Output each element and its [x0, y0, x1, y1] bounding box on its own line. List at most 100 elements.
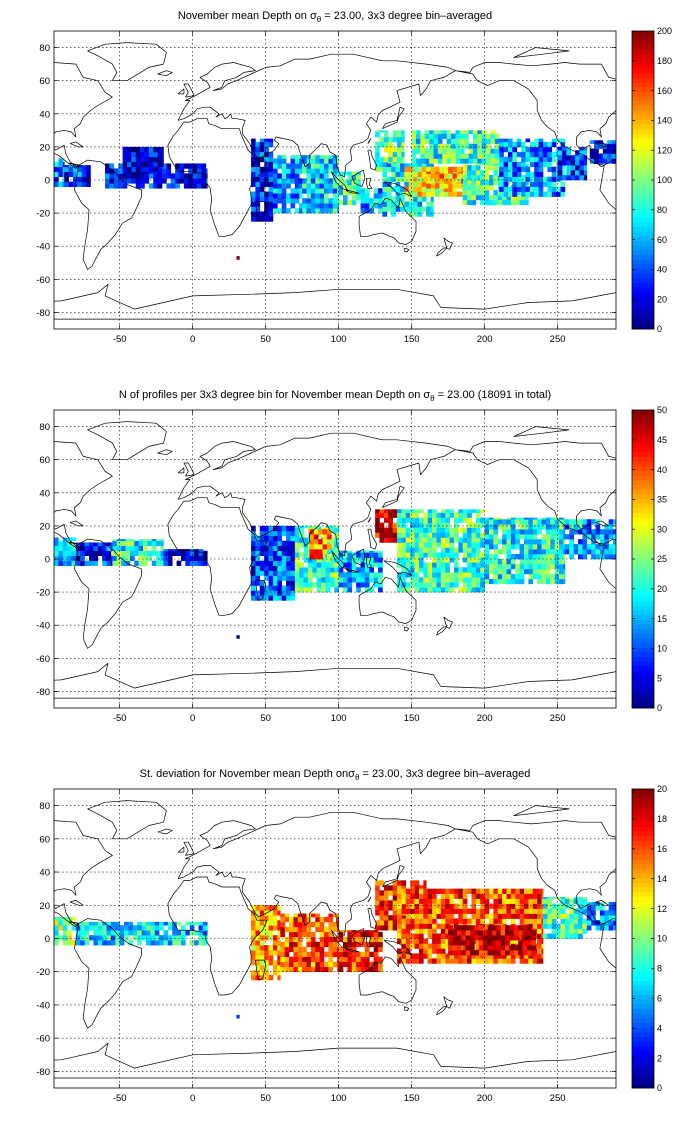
heatmap-cell: [318, 539, 323, 545]
heatmap-cell: [251, 555, 256, 561]
heatmap-region: [54, 537, 77, 566]
heatmap-cell: [268, 950, 274, 956]
heatmap-cell: [537, 568, 542, 575]
heatmap-cell: [93, 925, 99, 931]
heatmap-cell: [102, 940, 107, 946]
heatmap-cell: [316, 562, 322, 568]
heatmap-cell: [445, 928, 450, 934]
heatmap-cell: [364, 951, 370, 958]
colorbar-step: [632, 1008, 654, 1014]
heatmap-cell: [268, 585, 274, 591]
heatmap-cell: [586, 519, 592, 525]
heatmap-cell: [515, 194, 520, 201]
heatmap-cell: [532, 953, 538, 959]
map-panel-2: N of profiles per 3x3 degree bin for Nov…: [36, 389, 667, 724]
heatmap-cell: [506, 529, 512, 535]
heatmap-cell: [251, 565, 256, 571]
heatmap-cell: [518, 935, 523, 941]
heatmap-cell: [255, 920, 261, 926]
heatmap-cell: [510, 898, 516, 904]
heatmap-cell: [175, 178, 180, 184]
heatmap-cell: [106, 545, 112, 552]
heatmap-cell: [290, 570, 296, 576]
heatmap-cell: [324, 168, 329, 174]
heatmap-cell: [417, 163, 423, 168]
heatmap-cell: [613, 539, 616, 545]
colorbar-step: [632, 291, 654, 297]
heatmap-cell: [432, 888, 437, 894]
heatmap-cell: [491, 940, 497, 946]
heatmap-cell: [289, 926, 294, 933]
coastline: [69, 141, 84, 148]
heatmap-cell: [583, 146, 588, 151]
heatmap-cell: [338, 951, 344, 958]
heatmap-cell: [475, 943, 481, 949]
heatmap-cell: [286, 530, 291, 537]
heatmap-cell: [312, 567, 318, 573]
heatmap-cell: [483, 950, 488, 956]
heatmap-cell: [461, 191, 464, 197]
heatmap-region: [586, 901, 616, 931]
heatmap-cell: [297, 916, 303, 923]
heatmap-cell: [532, 549, 538, 555]
heatmap-cell: [299, 567, 304, 573]
heatmap-cell: [157, 183, 163, 189]
heatmap-cell: [519, 918, 525, 924]
heatmap-cell: [319, 158, 325, 164]
heatmap-cell: [334, 562, 339, 568]
heatmap-cell: [554, 563, 560, 570]
heatmap-cell: [594, 158, 599, 164]
heatmap-cell: [86, 171, 91, 177]
heatmap-region: [75, 542, 113, 566]
heatmap-cell: [338, 931, 344, 938]
heatmap-cell: [337, 158, 339, 164]
heatmap-cell: [437, 158, 443, 164]
heatmap-cell: [418, 923, 424, 929]
heatmap-cell: [456, 935, 462, 941]
heatmap-cell: [545, 519, 551, 525]
heatmap-cell: [259, 925, 265, 931]
heatmap-cell: [550, 534, 555, 540]
heatmap-cell: [426, 173, 431, 179]
heatmap-cell: [413, 171, 418, 177]
heatmap-region: [302, 155, 339, 214]
heatmap-cell: [453, 572, 459, 578]
colorbar-step: [632, 586, 654, 592]
heatmap-cell: [578, 898, 583, 904]
heatmap-cell: [489, 519, 494, 525]
heatmap-cell: [480, 180, 485, 186]
heatmap-cell: [364, 557, 370, 563]
coastline: [54, 283, 616, 320]
heatmap-cell: [459, 138, 465, 144]
heatmap-cell: [583, 155, 588, 161]
heatmap-cell: [264, 171, 269, 177]
heatmap-cell: [480, 517, 485, 523]
colorbar-step: [632, 882, 654, 888]
heatmap-cell: [316, 577, 322, 583]
heatmap-cell: [272, 905, 278, 911]
heatmap-cell: [148, 151, 154, 158]
heatmap-cell: [290, 555, 296, 561]
heatmap-cell: [326, 554, 332, 560]
heatmap-cell: [93, 560, 99, 566]
heatmap-cell: [205, 173, 208, 179]
heatmap-cell: [277, 930, 281, 936]
heatmap-cell: [134, 550, 139, 556]
heatmap-cell: [176, 549, 182, 552]
heatmap-cell: [564, 918, 570, 924]
heatmap-cell: [303, 537, 309, 543]
heatmap-cell: [310, 941, 316, 948]
heatmap-cell: [75, 930, 81, 936]
heatmap-cell: [481, 143, 487, 149]
heatmap-cell: [80, 930, 85, 936]
coastline: [383, 181, 412, 197]
heatmap-cell: [369, 941, 374, 948]
heatmap-cell: [467, 527, 472, 533]
heatmap-cell: [554, 554, 560, 560]
heatmap-cell: [537, 958, 542, 964]
heatmap-cell: [446, 143, 452, 149]
heatmap-cell: [417, 211, 423, 217]
heatmap-cell: [515, 199, 520, 206]
heatmap-cell: [255, 925, 261, 931]
heatmap-cell: [281, 168, 287, 174]
